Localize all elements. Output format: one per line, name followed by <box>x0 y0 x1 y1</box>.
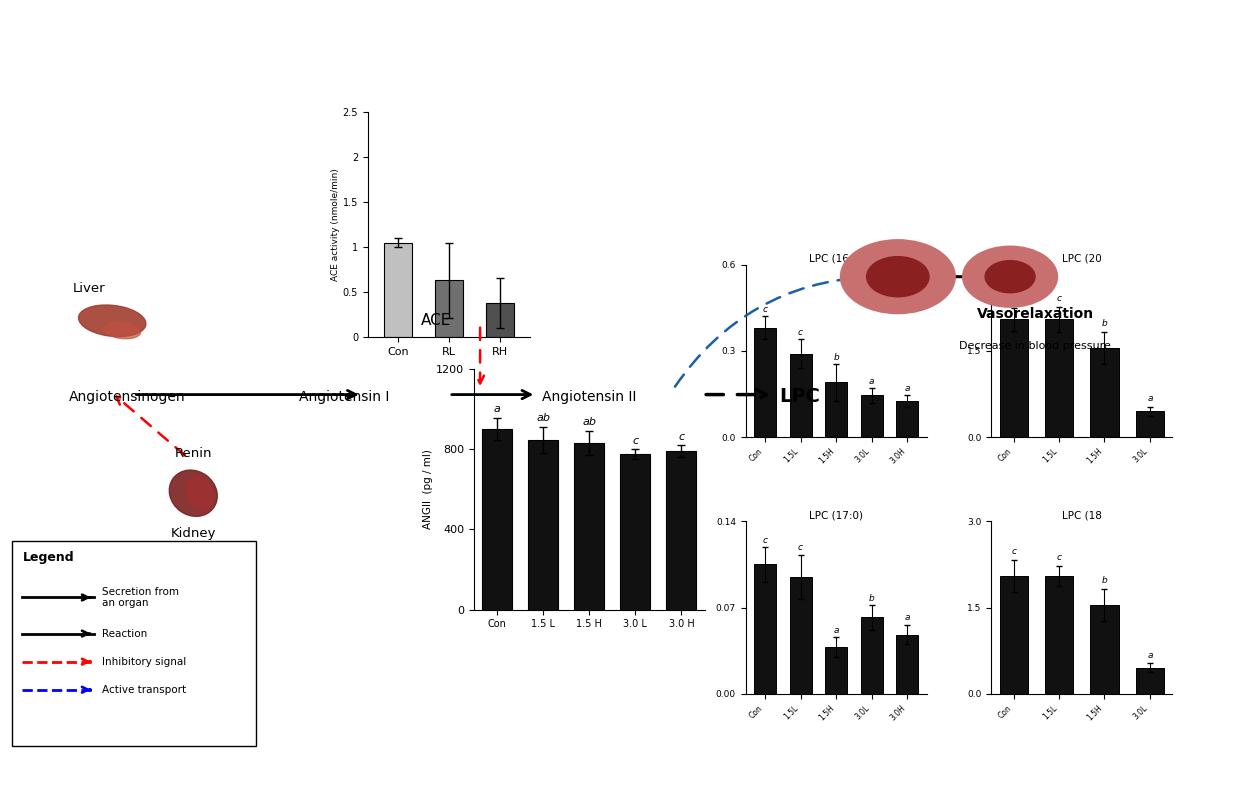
Text: Active transport: Active transport <box>102 685 186 695</box>
Bar <box>481 429 513 610</box>
Text: Reaction: Reaction <box>102 629 147 638</box>
Bar <box>789 577 812 694</box>
Text: a: a <box>1147 394 1152 403</box>
Bar <box>1136 411 1163 437</box>
Bar <box>666 451 697 610</box>
Y-axis label: ANGII  (pg / ml): ANGII (pg / ml) <box>423 449 433 529</box>
Text: ab: ab <box>582 418 596 427</box>
Text: a: a <box>904 614 910 622</box>
Text: Liver: Liver <box>72 282 105 295</box>
Text: c: c <box>1011 547 1016 557</box>
Text: Renin: Renin <box>175 447 212 460</box>
Text: LPC: LPC <box>779 387 821 407</box>
Text: Kidney: Kidney <box>171 527 216 540</box>
Bar <box>897 634 918 694</box>
Bar <box>754 328 776 437</box>
Text: a: a <box>1147 650 1152 660</box>
Bar <box>789 354 812 437</box>
Text: c: c <box>678 431 685 441</box>
Ellipse shape <box>170 470 217 516</box>
Text: Legend: Legend <box>22 551 74 564</box>
Bar <box>897 401 918 437</box>
Bar <box>1090 605 1119 694</box>
Text: a: a <box>869 377 874 386</box>
Text: Angiotensinogen: Angiotensinogen <box>69 390 186 404</box>
Text: c: c <box>1056 553 1061 562</box>
Bar <box>1045 576 1074 694</box>
Text: c: c <box>632 435 638 446</box>
Text: b: b <box>1101 319 1107 329</box>
Bar <box>860 395 883 437</box>
Title: LPC (17:0): LPC (17:0) <box>809 511 863 520</box>
Title: LPC (18: LPC (18 <box>1062 511 1101 520</box>
Ellipse shape <box>186 476 213 510</box>
Bar <box>860 618 883 694</box>
Text: c: c <box>1056 294 1061 303</box>
Ellipse shape <box>79 305 146 337</box>
Text: a: a <box>494 404 500 415</box>
Ellipse shape <box>104 322 141 338</box>
Text: c: c <box>798 543 803 552</box>
Bar <box>485 302 514 337</box>
Text: ACE: ACE <box>421 314 451 328</box>
Ellipse shape <box>840 240 955 314</box>
Bar <box>384 242 413 337</box>
Bar <box>1090 348 1119 437</box>
Ellipse shape <box>963 246 1057 307</box>
Text: c: c <box>1011 295 1016 304</box>
Bar <box>826 647 847 694</box>
Text: a: a <box>833 626 839 634</box>
Title: LPC (16:1): LPC (16:1) <box>809 254 863 264</box>
Bar <box>1045 319 1074 437</box>
Bar <box>1000 576 1028 694</box>
Text: c: c <box>762 536 767 545</box>
Text: Angiotensin I: Angiotensin I <box>299 390 389 404</box>
Bar <box>826 383 847 437</box>
Bar <box>754 565 776 694</box>
Text: Inhibitory signal: Inhibitory signal <box>102 657 187 666</box>
Text: Decrease in blood pressure: Decrease in blood pressure <box>959 341 1111 350</box>
Text: a: a <box>904 384 910 393</box>
Text: Vasorelaxation: Vasorelaxation <box>976 307 1094 321</box>
Text: b: b <box>833 353 839 362</box>
Bar <box>527 440 559 610</box>
Bar <box>435 280 463 337</box>
Bar <box>1136 668 1163 694</box>
Text: Angiotensin II: Angiotensin II <box>542 390 637 404</box>
Title: LPC (20: LPC (20 <box>1062 254 1101 264</box>
Text: c: c <box>762 305 767 314</box>
Text: b: b <box>1101 576 1107 585</box>
Bar <box>1000 319 1028 437</box>
FancyBboxPatch shape <box>12 541 256 746</box>
Ellipse shape <box>867 257 929 297</box>
Text: ab: ab <box>536 414 550 423</box>
Text: Secretion from
an organ: Secretion from an organ <box>102 587 180 608</box>
Ellipse shape <box>985 261 1035 293</box>
Bar <box>620 454 651 610</box>
Text: c: c <box>798 328 803 337</box>
Text: b: b <box>869 593 874 602</box>
Y-axis label: ACE activity (nmole/min): ACE activity (nmole/min) <box>330 168 340 281</box>
Bar <box>574 443 605 610</box>
